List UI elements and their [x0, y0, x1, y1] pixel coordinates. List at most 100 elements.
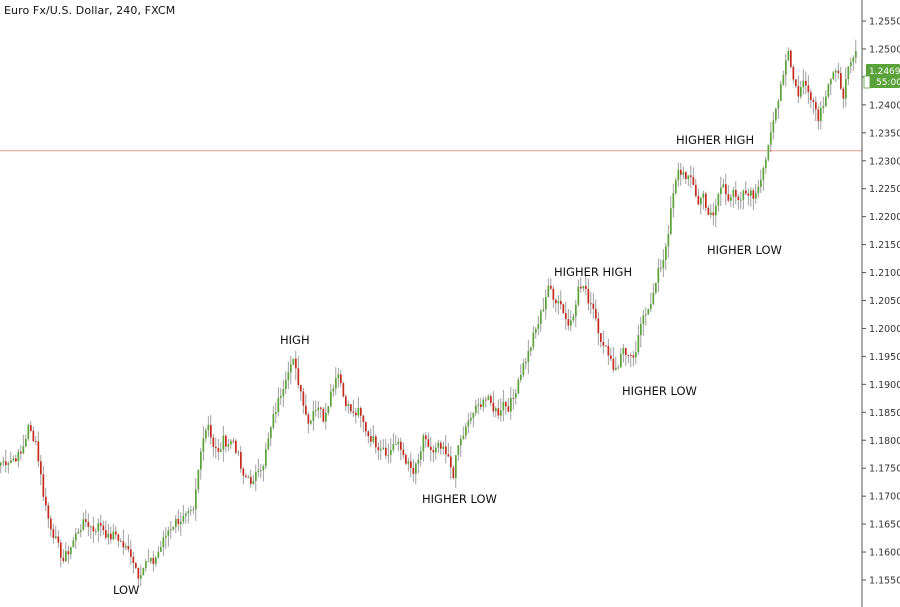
candle-down — [497, 408, 500, 416]
candle-up — [77, 531, 80, 534]
candle-up — [615, 367, 617, 370]
candle-up — [160, 547, 162, 552]
candle-down — [42, 474, 45, 497]
price-tag-box — [866, 64, 900, 77]
candle-down — [410, 461, 412, 468]
candle-up — [540, 311, 542, 324]
candle-up — [470, 417, 472, 421]
candle-up — [17, 451, 20, 462]
candle-up — [765, 159, 767, 168]
candle-up — [672, 193, 675, 209]
candle-down — [430, 446, 432, 451]
candle-up — [762, 167, 765, 180]
candle-down — [807, 85, 810, 93]
candle-up — [75, 533, 77, 541]
y-tick-label: 1.17500 — [869, 464, 900, 475]
candle-up — [252, 480, 255, 484]
candle-up — [822, 106, 825, 108]
candle-down — [102, 525, 105, 531]
candle-up — [462, 435, 465, 439]
candle-down — [587, 288, 590, 304]
candle-up — [415, 463, 417, 474]
candle-up — [640, 324, 642, 336]
candle-down — [240, 452, 242, 469]
candle-up — [715, 205, 717, 216]
candle-down — [480, 404, 482, 408]
candle-down — [117, 534, 120, 541]
candle-down — [685, 172, 687, 179]
candle-down — [795, 79, 797, 86]
candle-down — [152, 557, 155, 564]
candle-up — [180, 521, 182, 525]
candle-down — [295, 358, 297, 369]
candle-down — [610, 355, 612, 359]
y-tick-label: 1.24000 — [869, 100, 900, 111]
candle-up — [617, 367, 620, 369]
candle-up — [332, 388, 335, 392]
candle-down — [305, 405, 307, 415]
candle-up — [380, 448, 382, 451]
candle-up — [785, 60, 787, 75]
y-tick-label: 1.17000 — [869, 492, 900, 503]
chart-title: Euro Fx/U.S. Dollar, 240, FXCM — [4, 4, 176, 17]
candle-down — [815, 102, 817, 110]
candle-up — [650, 304, 652, 310]
candle-down — [242, 468, 245, 476]
candle-down — [605, 345, 607, 347]
candle-up — [287, 372, 290, 381]
candle-up — [170, 529, 172, 531]
countdown-tag-text: 55:00 — [876, 78, 900, 88]
candle-up — [622, 348, 625, 355]
candle-up — [682, 172, 685, 175]
price-tags: 1.24693 55:00 — [863, 64, 900, 89]
candle-down — [585, 285, 587, 289]
candle-up — [397, 441, 400, 445]
candle-up — [275, 412, 277, 415]
candle-up — [192, 509, 195, 511]
candle-up — [825, 96, 827, 107]
candle-down — [630, 355, 632, 356]
candle-down — [45, 496, 47, 506]
annotation-higher-high-2: HIGHER HIGH — [676, 133, 754, 147]
candle-up — [720, 187, 722, 195]
candle-down — [40, 461, 42, 475]
candle-down — [792, 66, 795, 80]
candle-up — [310, 420, 312, 424]
candle-up — [757, 186, 760, 194]
candle-up — [455, 455, 457, 479]
candle-down — [5, 461, 7, 466]
annotation-higher-low-1: HIGHER LOW — [422, 492, 497, 506]
candle-down — [370, 436, 372, 442]
candle-up — [407, 461, 410, 464]
candle-down — [452, 467, 455, 479]
candle-up — [185, 513, 187, 516]
candle-down — [37, 441, 40, 462]
candle-down — [365, 422, 367, 432]
candle-down — [345, 396, 347, 407]
candle-up — [657, 267, 660, 283]
candle-up — [832, 72, 835, 79]
candle-down — [350, 404, 352, 412]
candle-up — [782, 74, 785, 85]
y-tick-label: 1.21500 — [869, 240, 900, 251]
candle-down — [592, 303, 595, 309]
candle-down — [752, 190, 755, 199]
candle-down — [352, 411, 355, 413]
annotations-layer: LOW HIGH HIGHER LOW HIGHER HIGH HIGHER L… — [113, 133, 782, 597]
candle-up — [207, 424, 210, 431]
candle-down — [512, 397, 515, 399]
candle-up — [500, 410, 502, 416]
candle-up — [65, 551, 67, 561]
candle-up — [182, 515, 185, 522]
candle-up — [227, 444, 230, 447]
y-tick-label: 1.22000 — [869, 212, 900, 223]
candle-up — [147, 561, 150, 563]
candle-down — [212, 437, 215, 447]
candle-up — [220, 449, 222, 452]
candle-up — [510, 397, 512, 412]
candle-down — [50, 518, 52, 530]
candle-down — [245, 475, 247, 478]
candle-up — [675, 180, 677, 194]
candle-up — [687, 175, 690, 179]
